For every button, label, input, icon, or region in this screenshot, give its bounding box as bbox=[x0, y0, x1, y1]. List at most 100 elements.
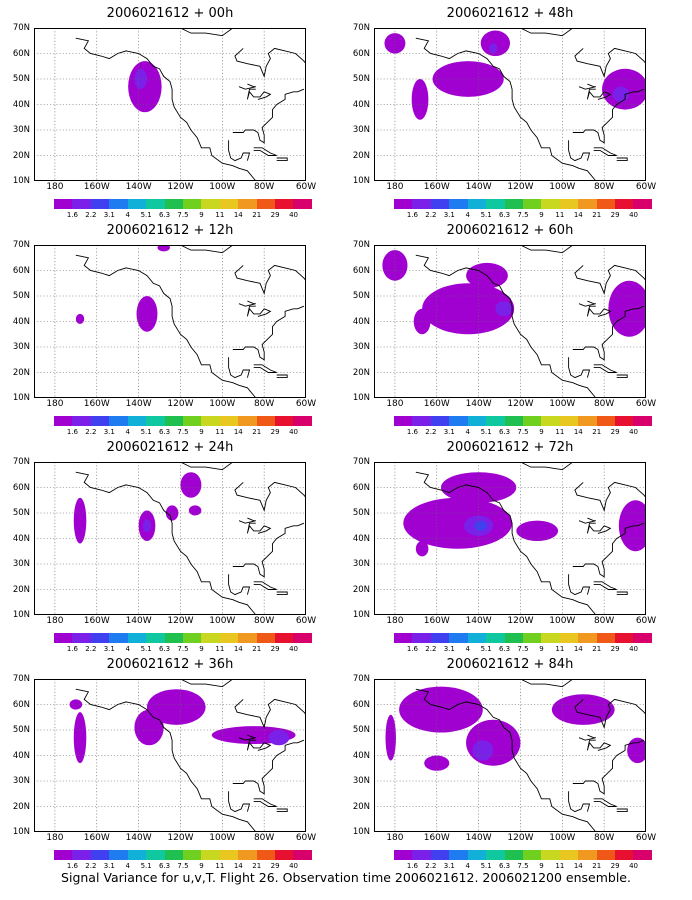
lon-tick-label: 180 bbox=[46, 399, 64, 409]
lon-tick-label: 140W bbox=[465, 616, 492, 626]
coastline bbox=[246, 522, 272, 534]
map-panel: 2006021612 + 72h 70N 60N 50N 40N 30N 20N 10N 180… bbox=[340, 440, 660, 653]
colorbar-level-label: 7.5 bbox=[517, 211, 529, 219]
lat-tick-label: 50N bbox=[12, 508, 30, 518]
colorbar-level-label: 9 bbox=[539, 862, 544, 870]
colorbar-level-label: 3.1 bbox=[103, 862, 115, 870]
colorbar-level-label: 3.1 bbox=[443, 862, 455, 870]
colorbar-level-label: 4 bbox=[125, 862, 130, 870]
colorbar-swatch bbox=[72, 416, 91, 426]
panel-title: 2006021612 + 60h bbox=[446, 223, 574, 238]
coastline bbox=[586, 739, 612, 751]
lon-tick-label: 80W bbox=[253, 833, 275, 843]
colorbar-swatch bbox=[219, 199, 239, 209]
lat-tick-label: 40N bbox=[352, 750, 370, 761]
coastline bbox=[574, 481, 646, 512]
coastline bbox=[75, 37, 257, 181]
colorbar-swatch bbox=[275, 633, 294, 643]
colorbar-swatch bbox=[256, 416, 276, 426]
lon-tick-label: 140W bbox=[465, 833, 492, 843]
colorbar-swatch bbox=[201, 850, 220, 860]
lat-tick-label: 40N bbox=[12, 316, 30, 327]
coastline bbox=[232, 522, 305, 578]
lat-tick-label: 10N bbox=[12, 827, 30, 837]
colorbar-level-label: 9 bbox=[539, 211, 544, 219]
figure-caption: Signal Variance for u,v,T. Flight 26. Ob… bbox=[61, 870, 631, 885]
colorbar-level-label: 1.6 bbox=[406, 862, 418, 870]
colorbar-level-label: 2.2 bbox=[85, 428, 97, 436]
colorbar-swatch bbox=[559, 850, 579, 860]
colorbar-level-label: 3.1 bbox=[443, 211, 455, 219]
coastline bbox=[415, 254, 597, 398]
lat-tick-label: 50N bbox=[12, 291, 30, 301]
map-panel: 2006021612 + 48h 70N 60N 50N 40N 30N 20N 10N 180… bbox=[340, 6, 660, 219]
colorbar-level-label: 5.1 bbox=[140, 862, 152, 870]
colorbar-level-label: 1.6 bbox=[66, 862, 78, 870]
lat-tick-label: 60N bbox=[12, 699, 30, 710]
lat-tick-label: 70N bbox=[352, 457, 370, 467]
colorbar-swatch bbox=[449, 199, 468, 209]
variance-contour bbox=[382, 250, 408, 281]
coastline bbox=[75, 688, 257, 832]
coastline bbox=[578, 83, 596, 90]
coastline bbox=[415, 471, 597, 615]
lon-tick-label: 120W bbox=[507, 833, 534, 843]
colorbar-level-label: 5.1 bbox=[480, 211, 492, 219]
lon-tick-label: 160W bbox=[83, 399, 110, 409]
lon-tick-label: 60W bbox=[295, 182, 317, 192]
colorbar-level-label: 1.6 bbox=[66, 428, 78, 436]
colorbar-level-label: 6.3 bbox=[158, 862, 171, 870]
map-frame bbox=[34, 679, 306, 832]
colorbar-level-label: 3.1 bbox=[443, 645, 455, 653]
lat-tick-label: 50N bbox=[352, 74, 370, 84]
coastline bbox=[572, 88, 645, 144]
lat-tick-label: 10N bbox=[12, 610, 30, 620]
map-panel: 2006021612 + 00h 70N 60N 50N 40N 30N 20N 10N 180… bbox=[0, 6, 320, 219]
colorbar-swatch bbox=[293, 199, 312, 209]
colorbar-level-label: 7.5 bbox=[177, 211, 189, 219]
coastline bbox=[276, 591, 288, 596]
colorbar-swatch bbox=[430, 850, 450, 860]
colorbar-swatch bbox=[504, 416, 523, 426]
coastline bbox=[574, 47, 646, 78]
panel-title: 2006021612 + 48h bbox=[446, 6, 574, 21]
lon-tick-label: 120W bbox=[167, 399, 194, 409]
lat-tick-label: 20N bbox=[352, 367, 370, 378]
colorbar-swatch bbox=[54, 416, 73, 426]
lat-tick-label: 30N bbox=[352, 776, 370, 786]
coastline bbox=[228, 357, 251, 379]
lat-tick-label: 50N bbox=[352, 291, 370, 301]
colorbar bbox=[54, 633, 312, 643]
coastline bbox=[568, 574, 591, 596]
coastline bbox=[179, 28, 234, 37]
colorbar-swatch bbox=[394, 199, 413, 209]
colorbar-level-label: 6.3 bbox=[498, 428, 511, 436]
lon-tick-label: 140W bbox=[125, 616, 152, 626]
colorbar-level-label: 40 bbox=[629, 428, 639, 436]
colorbar-swatch bbox=[275, 199, 294, 209]
lat-tick-label: 50N bbox=[352, 508, 370, 518]
lon-tick-label: 100W bbox=[549, 399, 576, 409]
lat-tick-label: 20N bbox=[352, 150, 370, 161]
colorbar-level-label: 21 bbox=[252, 428, 262, 436]
lon-tick-label: 100W bbox=[549, 182, 576, 192]
coastline bbox=[568, 791, 591, 813]
colorbar-level-label: 2.2 bbox=[425, 645, 437, 653]
coastline bbox=[238, 517, 256, 524]
lon-tick-label: 140W bbox=[465, 182, 492, 192]
colorbar-level-label: 1.6 bbox=[406, 211, 418, 219]
lon-tick-label: 160W bbox=[423, 399, 450, 409]
variance-contour bbox=[480, 30, 510, 57]
colorbar-level-label: 9 bbox=[199, 428, 204, 436]
colorbar-swatch bbox=[615, 416, 634, 426]
colorbar-level-label: 21 bbox=[592, 862, 602, 870]
colorbar-swatch bbox=[449, 850, 468, 860]
colorbar-swatch bbox=[182, 416, 202, 426]
lat-tick-label: 10N bbox=[352, 393, 370, 403]
colorbar-swatch bbox=[54, 633, 73, 643]
lon-tick-label: 80W bbox=[253, 399, 275, 409]
colorbar-level-label: 14 bbox=[573, 211, 583, 219]
coastline bbox=[519, 245, 574, 254]
coastline bbox=[578, 517, 596, 524]
variance-contour bbox=[495, 301, 513, 317]
